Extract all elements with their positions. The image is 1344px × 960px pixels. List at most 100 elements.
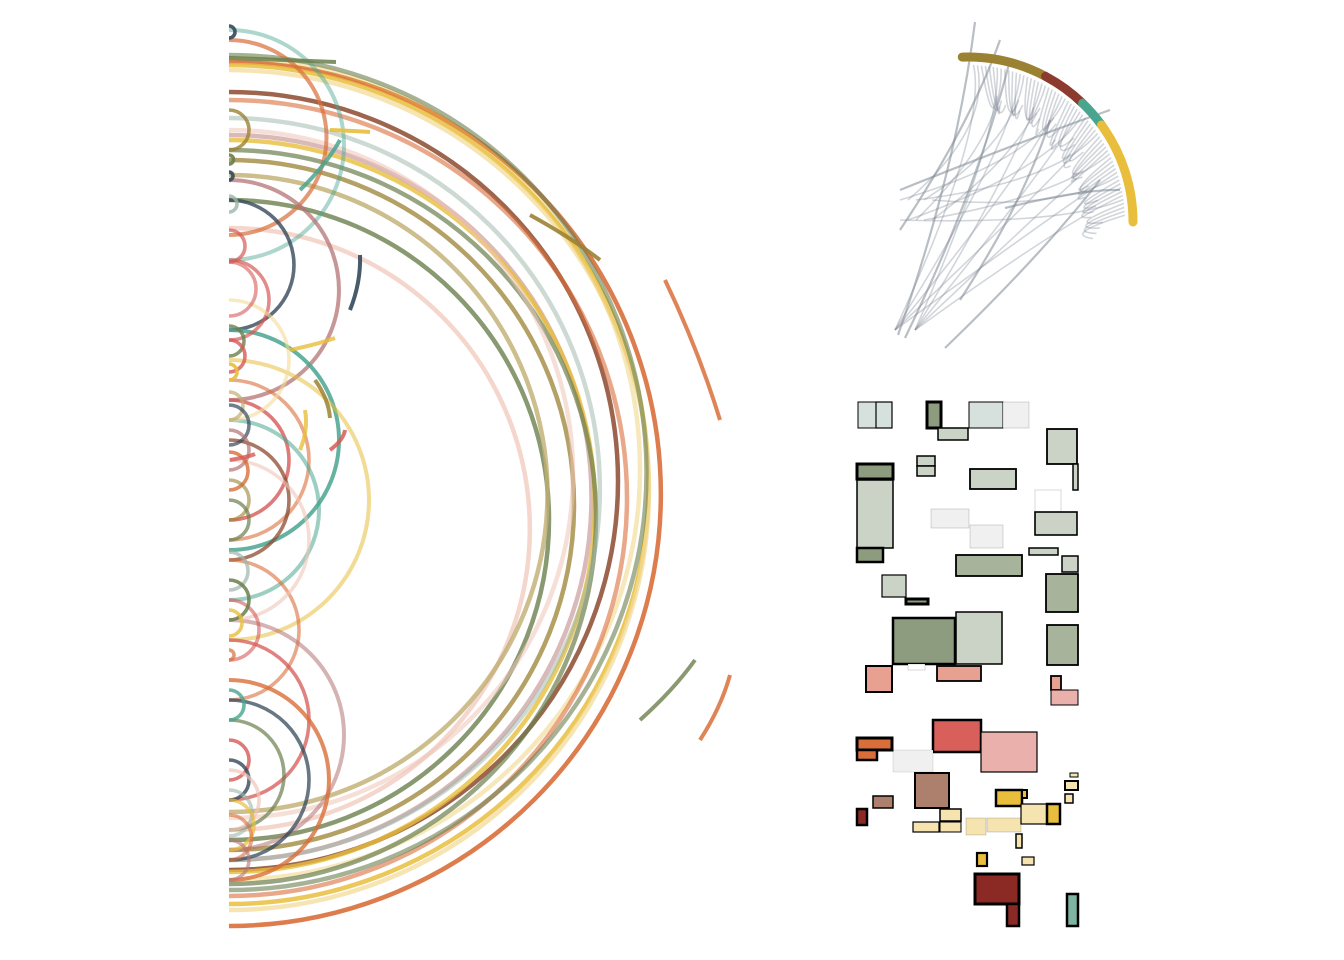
- bundle-edge-long: [1004, 188, 1121, 210]
- bundle-edge: [1077, 168, 1117, 200]
- arc-link: [228, 838, 251, 882]
- arc-link: [228, 108, 251, 152]
- bundle-edge: [923, 75, 1025, 201]
- tile-rect: [1046, 624, 1079, 666]
- arc-link-segment: [348, 254, 363, 311]
- ring-segment: [1096, 120, 1138, 227]
- arc-link: [228, 428, 251, 472]
- bundle-edge: [894, 129, 1096, 331]
- arc-link-segment: [298, 409, 308, 451]
- bundle-edge: [899, 198, 1124, 222]
- arc-diagram-panel: [228, 24, 732, 929]
- tile-rect: [855, 546, 885, 564]
- bundle-edge: [1062, 120, 1089, 164]
- arc-link: [228, 608, 244, 638]
- tile-rect: [968, 401, 1004, 429]
- arc-link: [228, 172, 550, 815]
- arc-link: [228, 558, 301, 702]
- bundle-edge: [931, 85, 1047, 221]
- bundle-edge: [1072, 139, 1103, 180]
- bundle-edge: [1083, 179, 1120, 205]
- tile-rect: [1045, 802, 1062, 826]
- arc-link: [228, 197, 552, 843]
- tile-rect: [939, 821, 962, 833]
- tile-rect: [857, 401, 877, 429]
- tile-rect: [1021, 789, 1028, 799]
- tile-rect: [855, 748, 879, 762]
- bundle-edge: [1086, 202, 1125, 225]
- tile-rect: [925, 400, 943, 430]
- tile-rect: [965, 817, 987, 836]
- tile-rect: [912, 821, 940, 833]
- bundle-edge: [1024, 76, 1041, 121]
- arc-link: [228, 498, 251, 542]
- arc-link: [228, 438, 291, 562]
- tile-rect: [936, 665, 982, 682]
- arc-link: [228, 578, 251, 622]
- ring-segment: [957, 52, 1050, 81]
- bundle-edge: [1025, 78, 1035, 121]
- tile-rect: [937, 427, 969, 441]
- tile-rect: [1005, 902, 1021, 928]
- arc-link: [228, 59, 664, 929]
- bundle-edge: [1014, 72, 1021, 120]
- tile-rect: [986, 817, 1022, 833]
- bundle-edge: [1069, 126, 1094, 162]
- arc-link-segment: [313, 378, 332, 419]
- arc-link: [228, 698, 311, 862]
- tile-rect: [969, 524, 1004, 549]
- bundle-edge: [1007, 70, 1024, 116]
- tile-rect: [1050, 689, 1079, 706]
- bundle-edge: [1041, 89, 1055, 131]
- bundle-edge: [992, 66, 1001, 115]
- bundle-edge: [1082, 214, 1126, 240]
- tile-rect: [865, 665, 893, 693]
- bundle-edge: [914, 194, 1124, 331]
- bundle-edge: [915, 68, 1002, 221]
- arc-link: [228, 324, 246, 358]
- tile-rect: [1045, 573, 1079, 613]
- tile-rect: [892, 749, 934, 773]
- bundle-edge: [894, 73, 1021, 331]
- arc-link: [228, 298, 291, 422]
- bundle-edge: [1035, 87, 1050, 135]
- arc-link: [228, 550, 250, 592]
- arc-link: [228, 38, 329, 237]
- arc-link: [228, 618, 346, 852]
- arc-link: [228, 127, 576, 821]
- tile-rect: [1064, 793, 1074, 804]
- bundle-edge: [1049, 100, 1070, 146]
- tile-rect: [1046, 428, 1078, 465]
- bundle-edge: [1011, 71, 1018, 117]
- arc-link: [228, 478, 251, 522]
- tile-rect: [969, 468, 1017, 490]
- tile-rect: [872, 795, 894, 809]
- bundle-edge: [914, 111, 1081, 331]
- tile-rect: [916, 455, 936, 467]
- bundle-edge: [1028, 79, 1038, 124]
- bundle-edge: [914, 149, 1109, 331]
- tile-rect: [955, 611, 1003, 665]
- tile-rect: [1069, 772, 1079, 778]
- tile-rect: [1021, 856, 1035, 866]
- arc-link: [228, 598, 261, 662]
- bundle-edge-long: [944, 179, 1101, 349]
- bundle-edge: [907, 114, 1084, 221]
- tile-rect: [914, 772, 950, 809]
- arc-link: [228, 798, 256, 852]
- arc-link: [228, 403, 251, 447]
- arc-link: [228, 194, 239, 214]
- tile-rect: [931, 718, 983, 754]
- tile-rect: [955, 554, 1023, 577]
- tile-rect: [875, 401, 893, 429]
- tile-rect: [1072, 463, 1079, 491]
- arc-link: [228, 115, 603, 863]
- tile-rect: [907, 663, 926, 671]
- arc-link: [228, 225, 533, 833]
- ring-segment: [1040, 71, 1088, 108]
- tile-rect: [891, 616, 957, 666]
- bundle-edge: [1070, 142, 1105, 179]
- arc-link-segment: [228, 56, 337, 64]
- tile-rect: [856, 479, 894, 549]
- arc-link-segment: [698, 674, 732, 742]
